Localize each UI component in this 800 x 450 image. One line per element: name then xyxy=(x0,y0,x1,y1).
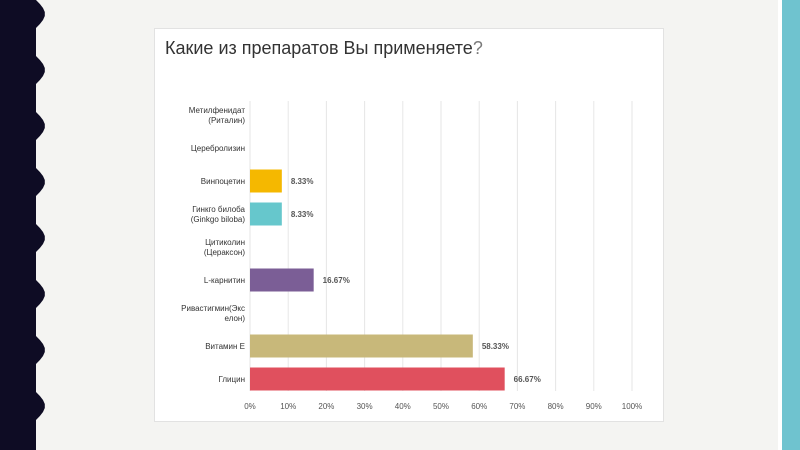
data-label: 16.67% xyxy=(323,276,350,285)
x-tick-label: 60% xyxy=(471,402,487,411)
chart-title-question-mark: ? xyxy=(472,38,483,58)
x-tick-label: 30% xyxy=(357,402,373,411)
category-label: Церебролизин xyxy=(191,144,245,153)
category-label: Винпоцетин xyxy=(201,177,245,186)
bar xyxy=(250,169,282,193)
category-label: Глицин xyxy=(219,375,246,384)
right-teal-band xyxy=(782,0,800,450)
chart-title-text: Какие из препаратов Вы применяете xyxy=(165,38,473,58)
category-label: Витамин Е xyxy=(205,342,245,351)
bar xyxy=(250,367,505,391)
chart-title: Какие из препаратов Вы применяете? xyxy=(165,38,483,59)
data-label: 8.33% xyxy=(291,177,314,186)
x-tick-label: 80% xyxy=(548,402,564,411)
bar xyxy=(250,268,314,292)
data-label: 66.67% xyxy=(514,375,541,384)
chart-card: Какие из препаратов Вы применяете? 0% 10%… xyxy=(154,28,664,422)
bar-chart: 0% 10% 20% 30% 40% 50% 60% 70% 80% 90% 100% Метилфе… xyxy=(181,101,642,411)
wavy-edge-decoration xyxy=(0,0,45,450)
x-tick-label: 0% xyxy=(244,402,256,411)
x-tick-label: 50% xyxy=(433,402,449,411)
category-label: L-карнитин xyxy=(204,276,245,285)
x-tick-label: 90% xyxy=(586,402,602,411)
x-tick-label: 70% xyxy=(509,402,525,411)
bar xyxy=(250,202,282,226)
data-label: 8.33% xyxy=(291,210,314,219)
data-label: 58.33% xyxy=(482,342,509,351)
right-white-strip xyxy=(778,0,782,450)
bar xyxy=(250,334,473,358)
x-tick-label: 100% xyxy=(622,402,642,411)
category-label: Ривастигмин(Экс елон) xyxy=(181,304,245,323)
x-tick-label: 10% xyxy=(280,402,296,411)
category-label: Гинкго билоба (Ginkgo biloba) xyxy=(191,205,246,224)
category-label: Метилфенидат (Риталин) xyxy=(189,106,246,125)
x-tick-label: 20% xyxy=(318,402,334,411)
category-label: Цитиколин (Цераксон) xyxy=(204,238,245,257)
x-tick-label: 40% xyxy=(395,402,411,411)
